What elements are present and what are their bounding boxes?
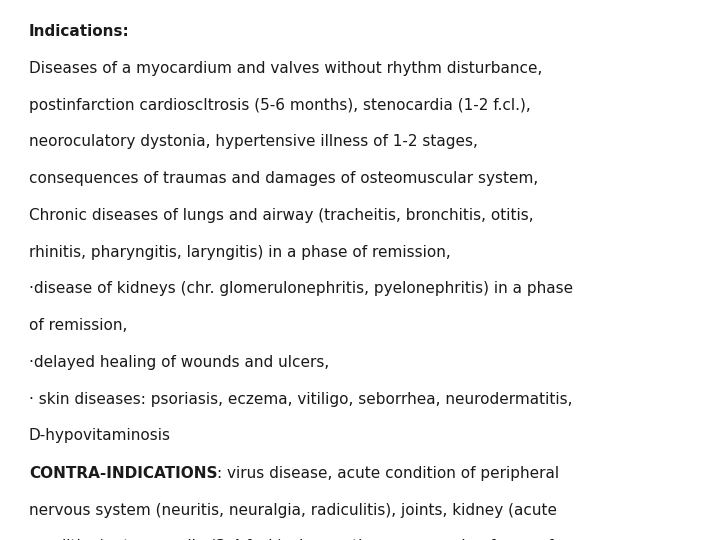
Text: CONTRA-INDICATIONS: CONTRA-INDICATIONS bbox=[29, 466, 217, 481]
Text: of remission,: of remission, bbox=[29, 318, 127, 333]
Text: rhinitis, pharyngitis, laryngitis) in a phase of remission,: rhinitis, pharyngitis, laryngitis) in a … bbox=[29, 245, 451, 260]
Text: nervous system (neuritis, neuralgia, radiculitis), joints, kidney (acute: nervous system (neuritis, neuralgia, rad… bbox=[29, 503, 557, 518]
Text: Diseases of a myocardium and valves without rhythm disturbance,: Diseases of a myocardium and valves with… bbox=[29, 61, 542, 76]
Text: neoroculatory dystonia, hypertensive illness of 1-2 stages,: neoroculatory dystonia, hypertensive ill… bbox=[29, 134, 477, 150]
Text: · skin diseases: psoriasis, eczema, vitiligo, seborrhea, neurodermatitis,: · skin diseases: psoriasis, eczema, viti… bbox=[29, 392, 572, 407]
Text: ·delayed healing of wounds and ulcers,: ·delayed healing of wounds and ulcers, bbox=[29, 355, 329, 370]
Text: Chronic diseases of lungs and airway (tracheitis, bronchitis, otitis,: Chronic diseases of lungs and airway (tr… bbox=[29, 208, 534, 223]
Text: Indications:: Indications: bbox=[29, 24, 130, 39]
Text: D-hypovitaminosis: D-hypovitaminosis bbox=[29, 428, 171, 443]
Text: ·disease of kidneys (chr. glomerulonephritis, pyelonephritis) in a phase: ·disease of kidneys (chr. glomerulonephr… bbox=[29, 281, 573, 296]
Text: consequences of traumas and damages of osteomuscular system,: consequences of traumas and damages of o… bbox=[29, 171, 538, 186]
Text: : virus disease, acute condition of peripheral: : virus disease, acute condition of peri… bbox=[217, 466, 559, 481]
Text: postinfarction cardioscItrosis (5-6 months), stenocardia (1-2 f.cl.),: postinfarction cardioscItrosis (5-6 mont… bbox=[29, 98, 531, 113]
